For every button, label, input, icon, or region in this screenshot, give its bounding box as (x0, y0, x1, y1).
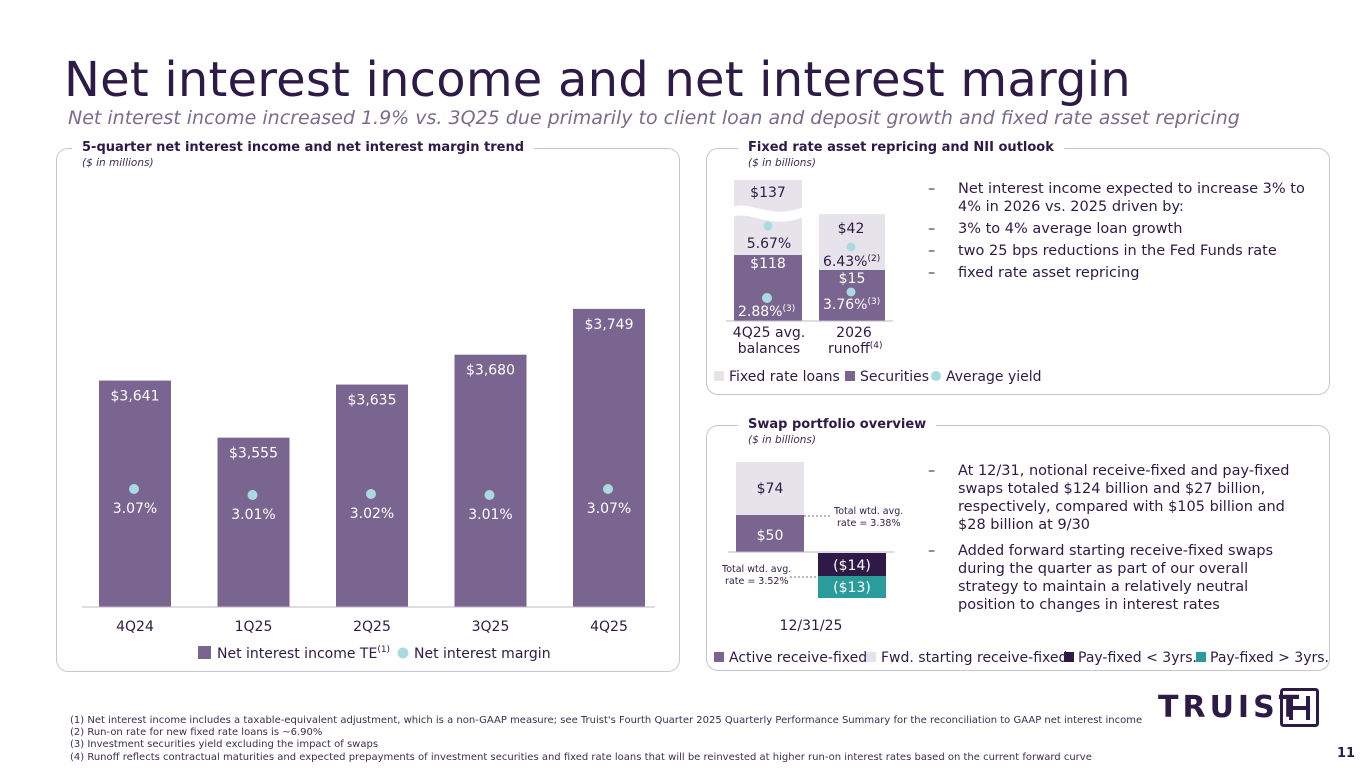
nii-panel-units: ($ in millions) (82, 157, 154, 169)
swap-bullet: Added forward starting receive-fixed swa… (928, 542, 1300, 614)
page-subtitle: Net interest income increased 1.9% vs. 3… (68, 107, 1240, 129)
footnote: (1) Net interest income includes a taxab… (70, 715, 1143, 726)
swap-panel-units: ($ in billions) (748, 434, 817, 446)
repricing-sub-bullet: –3% to 4% average loan growth (928, 221, 1183, 237)
repricing-sub-bullet: – two 25 bps reductions in the Fed Funds … (928, 243, 1277, 259)
footnotes: (1) Net interest income includes a taxab… (70, 715, 1142, 764)
repricing-panel-heading: Fixed rate asset repricing and NII outlo… (738, 140, 1064, 155)
repricing-panel-units: ($ in billions) (748, 157, 817, 169)
swap-panel-heading: Swap portfolio overview (738, 417, 937, 432)
page-title: Net interest income and net interest mar… (64, 52, 1131, 108)
truist-logo-text: TRUIST (1158, 690, 1304, 725)
swap-panel (706, 425, 1330, 671)
repricing-sub-bullet: – fixed rate asset repricing (928, 265, 1140, 281)
footnote: (4) Runoff reflects contractual maturiti… (70, 751, 1092, 763)
nii-trend-panel (56, 148, 680, 672)
repricing-bullet-main: Net interest income expected to increase… (928, 180, 1320, 216)
truist-logo-icon (1280, 688, 1319, 727)
repricing-bullets: Net interest income expected to increase… (928, 180, 1320, 286)
footnote: (2) Run-on rate for new fixed rate loans… (70, 727, 323, 739)
nii-panel-heading: 5-quarter net interest income and net in… (72, 140, 535, 155)
swap-bullet: At 12/31, notional receive-fixed and pay… (928, 462, 1300, 534)
footnote: (3) Investment securities yield excludin… (70, 739, 379, 751)
swap-bullets: At 12/31, notional receive-fixed and pay… (928, 462, 1300, 618)
page-number: 11 (1337, 746, 1356, 761)
